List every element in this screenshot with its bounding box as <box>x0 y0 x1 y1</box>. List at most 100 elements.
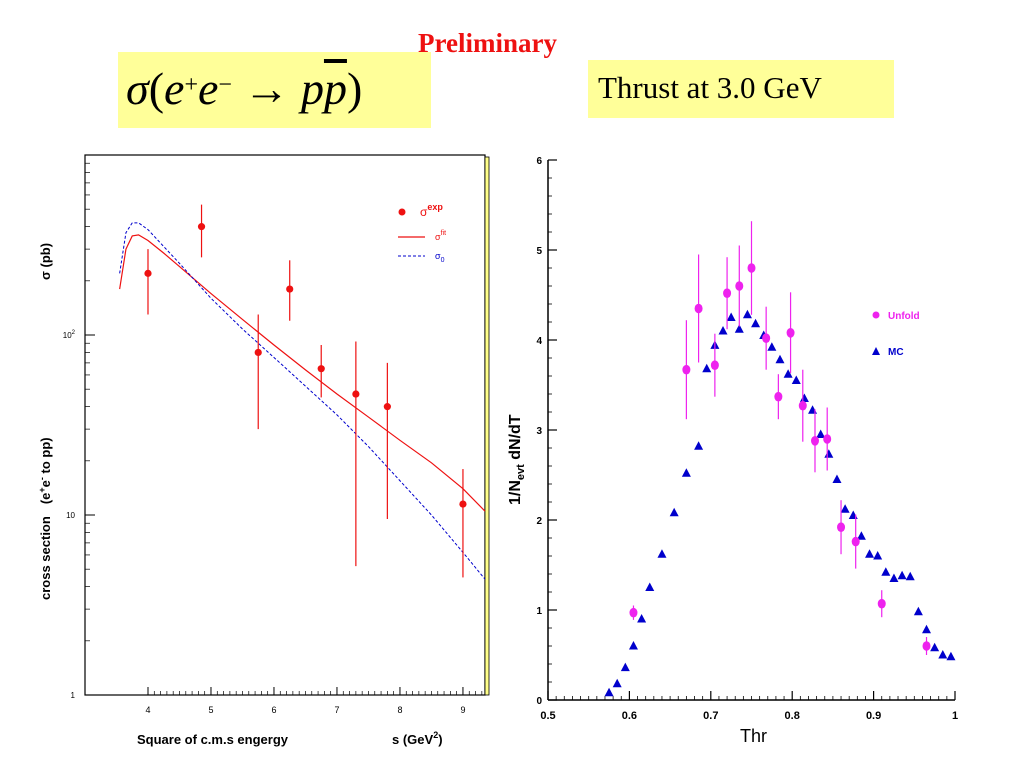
mc-point <box>905 571 915 581</box>
right-x-tick-label: 0.8 <box>785 710 800 722</box>
right-x-tick-label: 0.9 <box>866 710 881 722</box>
legend-sigma0-label: σ0 <box>435 251 445 264</box>
legend-mc-label: MC <box>888 347 904 358</box>
unfold-point <box>877 598 886 609</box>
mc-point <box>848 510 858 519</box>
left-x-tick-label: 8 <box>397 705 402 715</box>
unfold-point <box>837 522 846 532</box>
mc-point <box>946 651 956 661</box>
mc-point <box>816 429 826 438</box>
unfold-point <box>922 641 931 651</box>
sigma0-curve <box>119 222 486 580</box>
mc-point <box>681 468 691 477</box>
formula-e1: e <box>164 63 185 114</box>
cross-section-formula: σ(e+e− → pp) <box>126 60 362 118</box>
mc-point <box>832 474 842 483</box>
mc-point <box>791 375 801 384</box>
right-x-tick-label: 1 <box>952 710 958 722</box>
mc-point <box>694 441 704 450</box>
mc-point <box>628 641 638 650</box>
thrust-title: Thrust at 3.0 GeV <box>598 70 822 105</box>
exp-point <box>254 348 262 357</box>
right-ylabel: 1/Nevt dN/dT <box>507 414 527 505</box>
mc-point <box>865 549 875 558</box>
mc-point <box>938 650 948 659</box>
right-y-tick-label: 0 <box>536 696 542 707</box>
mc-point <box>840 504 850 513</box>
unfold-point <box>798 400 807 411</box>
fit-curve <box>119 234 486 512</box>
left-ylabel-top: σ (pb) <box>38 243 53 280</box>
mc-point <box>922 624 932 634</box>
unfold-point <box>710 360 719 371</box>
legend-unfold-marker <box>872 311 880 319</box>
left-y-tick-label: 102 <box>63 330 76 340</box>
exp-point <box>197 223 206 231</box>
mc-point <box>897 570 907 580</box>
mc-point <box>726 312 736 321</box>
mc-point <box>775 354 785 364</box>
preliminary-label: Preliminary <box>418 28 557 58</box>
mc-point <box>718 326 728 335</box>
exp-point <box>352 390 360 398</box>
mc-point <box>734 324 744 333</box>
mc-point <box>669 507 679 517</box>
left-legend: σexp σfit σ0 <box>398 202 446 264</box>
unfold-point <box>747 263 756 273</box>
mc-point <box>881 567 891 576</box>
left-xlabel-right: s (GeV2) <box>392 730 443 747</box>
mc-point <box>742 309 752 319</box>
right-x-tick-label: 0.5 <box>540 710 555 722</box>
unfold-point <box>723 288 732 299</box>
legend-exp-label: σexp <box>420 202 443 219</box>
right-x-tick-label: 0.6 <box>622 710 637 722</box>
right-y-tick-label: 5 <box>536 246 542 257</box>
mc-point <box>824 449 834 458</box>
left-x-tick-label: 4 <box>145 705 150 715</box>
formula-e2: e <box>197 63 219 114</box>
formula-open: ( <box>148 63 165 114</box>
formula-arrow: → <box>231 63 301 114</box>
left-x-tick-label: 7 <box>334 705 339 715</box>
left-x-tick-label: 5 <box>208 705 213 715</box>
exp-point <box>144 269 152 277</box>
legend-unfold-label: Unfold <box>888 311 920 322</box>
exp-point <box>383 403 391 411</box>
mc-point <box>637 614 647 623</box>
mc-point <box>808 405 818 414</box>
unfold-point <box>682 364 691 375</box>
right-y-tick-label: 6 <box>536 156 542 167</box>
right-y-tick-label: 4 <box>536 336 542 347</box>
unfold-point <box>851 536 860 547</box>
right-y-tick-label: 3 <box>536 426 542 437</box>
mc-point <box>702 363 712 373</box>
mc-point <box>783 369 793 378</box>
mc-point <box>751 318 761 328</box>
formula-pbar: p <box>323 63 347 114</box>
unfold-point <box>810 436 819 446</box>
left-x-tick-label: 9 <box>460 705 465 715</box>
formula-close: ) <box>346 63 363 114</box>
mc-point <box>612 678 622 688</box>
formula-p: p <box>300 63 324 114</box>
mc-point <box>645 582 655 591</box>
exp-point <box>317 365 325 373</box>
right-legend: Unfold MC <box>872 311 920 358</box>
exp-point <box>459 500 467 508</box>
left-plot-scrollbar <box>484 156 490 696</box>
left-y-tick-label: 1 <box>71 691 76 700</box>
mc-point <box>930 642 940 652</box>
mc-point <box>767 342 777 351</box>
mc-point <box>889 573 899 582</box>
mc-point <box>799 393 809 402</box>
unfold-point <box>762 333 771 344</box>
unfold-point <box>629 607 638 618</box>
mc-point <box>873 551 883 560</box>
legend-fit-label: σfit <box>435 230 446 242</box>
mc-point <box>604 687 614 697</box>
formula-box: σ(e+e− → pp) <box>118 52 431 128</box>
unfold-point <box>786 328 795 338</box>
unfold-point <box>774 391 783 402</box>
legend-exp-marker <box>398 208 406 216</box>
